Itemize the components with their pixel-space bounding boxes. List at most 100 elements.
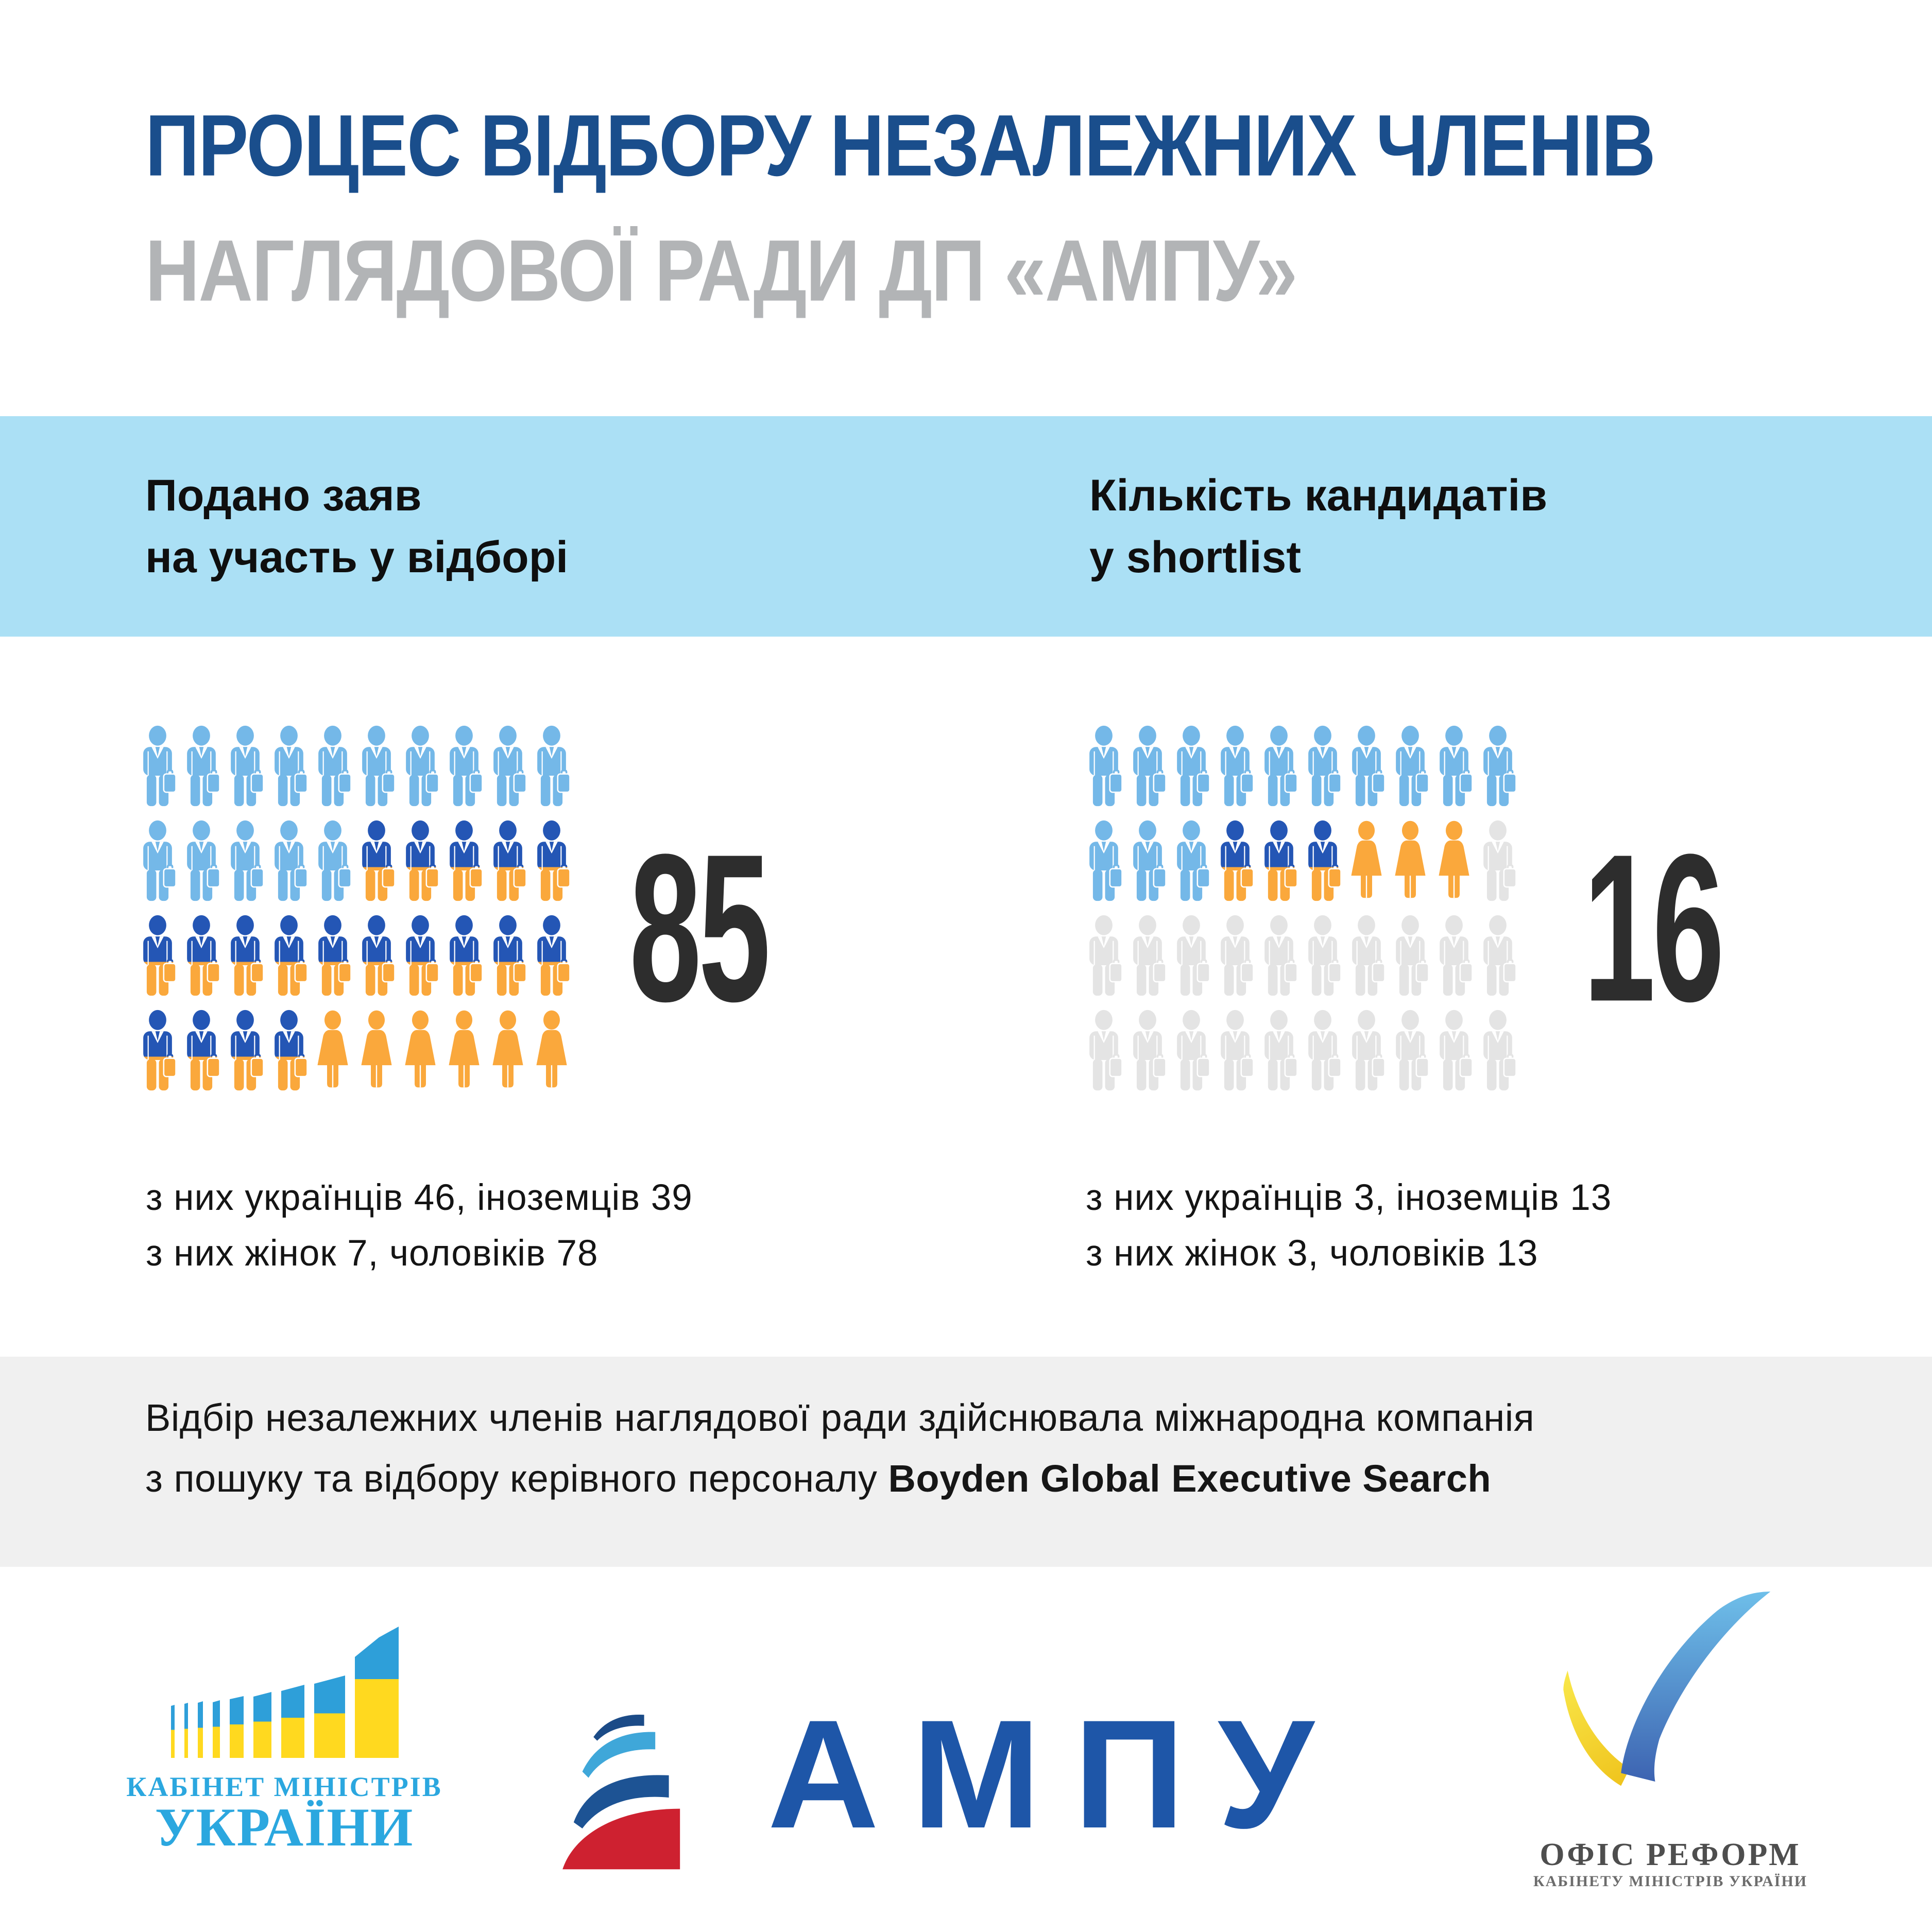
man-icon-blue-orange-split (492, 820, 527, 902)
cabinet-logo-bars-icon (171, 1627, 399, 1758)
man-icon-lightblue (1351, 725, 1386, 807)
man-icon-lightblue (1088, 820, 1123, 902)
reforms-logo-swoosh-icon (1563, 1592, 1771, 1786)
applications-header: Подано заяв на участь у відборі (145, 465, 568, 588)
woman-icon-orange (1395, 820, 1426, 898)
man-icon-lightblue (1176, 820, 1210, 902)
man-icon-gray (1482, 915, 1517, 997)
applications-pictogram (138, 725, 576, 1104)
applications-header-line2: на участь у відборі (145, 533, 569, 582)
man-icon-gray (1220, 1010, 1254, 1091)
man-icon-gray (1482, 1010, 1517, 1091)
note-band (0, 1357, 1932, 1567)
man-icon-blue-orange-split (142, 1010, 177, 1091)
ampu-logo-sail-icon (562, 1714, 680, 1870)
woman-icon-orange (1351, 820, 1382, 898)
note-line2: з пошуку та відбору керівного персоналу … (145, 1460, 1491, 1498)
cabinet-bar (230, 1696, 244, 1758)
shortlist-caption-line1: з них українців 3, іноземців 13 (1086, 1177, 1612, 1218)
man-icon-lightblue (273, 725, 308, 807)
man-icon-lightblue (536, 725, 571, 807)
man-icon-blue-orange-split (230, 915, 264, 997)
applications-caption-line1: з них українців 46, іноземців 39 (146, 1177, 693, 1218)
man-icon-blue-orange-split (1263, 820, 1298, 902)
man-icon-lightblue (230, 725, 264, 807)
cabinet-bar (314, 1675, 345, 1758)
cabinet-logo-country: УКРАЇНИ (155, 1797, 414, 1857)
man-icon-lightblue (1307, 725, 1342, 807)
man-icon-gray (1263, 915, 1298, 997)
shortlist-caption-line2: з них жінок 3, чоловіків 13 (1086, 1233, 1538, 1274)
shortlist-header-line2: у shortlist (1089, 533, 1301, 582)
man-icon-lightblue (273, 820, 308, 902)
man-icon-gray (1439, 1010, 1473, 1091)
man-icon-lightblue (492, 725, 527, 807)
man-icon-blue-orange-split (405, 915, 439, 997)
man-icon-blue-orange-split (536, 820, 571, 902)
applications-caption-line2: з них жінок 7, чоловіків 78 (146, 1233, 599, 1274)
man-icon-lightblue (1088, 725, 1123, 807)
man-icon-lightblue (449, 725, 483, 807)
man-icon-gray (1176, 915, 1210, 997)
man-icon-blue-orange-split (142, 915, 177, 997)
woman-icon-orange (361, 1010, 392, 1088)
page-title: ПРОЦЕС ВІДБОРУ НЕЗАЛЕЖНИХ ЧЛЕНІВ (145, 96, 1656, 194)
man-icon-lightblue (1132, 725, 1167, 807)
ampu-logo-text: АМПУ (767, 1687, 1347, 1860)
woman-icon-orange (317, 1010, 348, 1088)
man-icon-blue-orange-split (1307, 820, 1342, 902)
note-line1: Відбір незалежних членів наглядової ради… (145, 1396, 1535, 1439)
man-icon-gray (1263, 1010, 1298, 1091)
man-icon-gray (1132, 1010, 1167, 1091)
woman-icon-orange (1439, 820, 1469, 898)
man-icon-blue-orange-split (449, 820, 483, 902)
cabinet-bar (198, 1701, 203, 1758)
page-subtitle: НАГЛЯДОВОЇ РАДИ ДП «АМПУ» (145, 221, 1297, 319)
man-icon-gray (1088, 1010, 1123, 1091)
shortlist-header-line1: Кількість кандидатів (1089, 471, 1548, 520)
cabinet-bar (213, 1700, 220, 1758)
man-icon-gray (1395, 915, 1429, 997)
applications-header-line1: Подано заяв (145, 471, 422, 520)
cabinet-bar (355, 1627, 399, 1758)
shortlist-pictogram (1084, 725, 1522, 1104)
woman-icon-orange (536, 1010, 567, 1088)
man-icon-lightblue (186, 725, 220, 807)
man-icon-blue-orange-split (317, 915, 352, 997)
man-icon-gray (1307, 915, 1342, 997)
man-icon-gray (1176, 1010, 1210, 1091)
reforms-logo-subtitle: КАБІНЕТУ МІНІСТРІВ УКРАЇНИ (1533, 1873, 1808, 1890)
man-icon-lightblue (1439, 725, 1473, 807)
man-icon-blue-orange-split (361, 915, 396, 997)
man-icon-blue-orange-split (186, 915, 220, 997)
man-icon-blue-orange-split (536, 915, 571, 997)
man-icon-lightblue (317, 820, 352, 902)
reforms-logo-title: ОФІС РЕФОРМ (1540, 1837, 1801, 1872)
man-icon-blue-orange-split (405, 820, 439, 902)
man-icon-gray (1088, 915, 1123, 997)
man-icon-lightblue (1220, 725, 1254, 807)
man-icon-lightblue (1132, 820, 1167, 902)
woman-icon-orange (449, 1010, 480, 1088)
man-icon-lightblue (317, 725, 352, 807)
man-icon-lightblue (1482, 725, 1517, 807)
woman-icon-orange (492, 1010, 523, 1088)
man-icon-blue-orange-split (361, 820, 396, 902)
man-icon-gray (1395, 1010, 1429, 1091)
man-icon-lightblue (142, 725, 177, 807)
man-icon-gray (1132, 915, 1167, 997)
man-icon-blue-orange-split (186, 1010, 220, 1091)
man-icon-gray (1439, 915, 1473, 997)
man-icon-blue-orange-split (273, 1010, 308, 1091)
man-icon-lightblue (1263, 725, 1298, 807)
note-line2-regular: з пошуку та відбору керівного персоналу (145, 1457, 888, 1500)
man-icon-blue-orange-split (1220, 820, 1254, 902)
man-icon-gray (1351, 1010, 1386, 1091)
shortlist-header: Кількість кандидатів у shortlist (1089, 465, 1547, 588)
cabinet-bar (184, 1703, 188, 1758)
applications-total: 85 (629, 811, 771, 1046)
man-icon-lightblue (186, 820, 220, 902)
man-icon-gray (1220, 915, 1254, 997)
man-icon-blue-orange-split (492, 915, 527, 997)
man-icon-gray (1482, 820, 1517, 902)
